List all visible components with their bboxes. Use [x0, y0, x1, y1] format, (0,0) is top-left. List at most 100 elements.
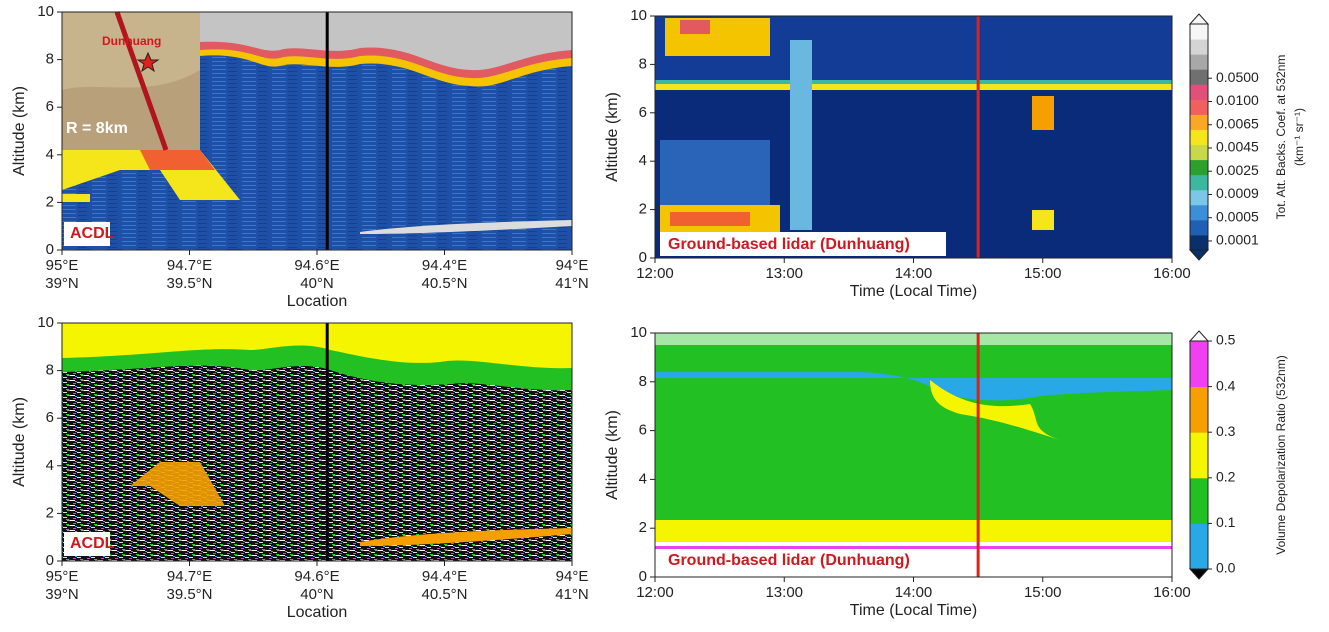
colorbar-tick-label: 0.0	[1216, 560, 1236, 576]
y-tick-label: 4	[46, 146, 54, 163]
y-tick-label: 4	[639, 470, 647, 487]
annotation: Ground-based lidar (Dunhuang)	[668, 236, 910, 253]
colorbar-swatch	[1190, 69, 1208, 85]
y-tick-label: 4	[639, 152, 647, 169]
y-axis-label: Altitude (km)	[11, 397, 28, 487]
x-tick-label: 41°N	[555, 275, 589, 292]
colorbar-swatch	[1190, 144, 1208, 161]
x-tick-label: 15:00	[1024, 265, 1062, 282]
colorbar-tick-label: 0.0500	[1216, 69, 1259, 85]
curtain-image	[655, 333, 1172, 577]
colorbar-frame	[1189, 23, 1209, 251]
colorbar-tick-label: 0.0025	[1216, 162, 1259, 178]
colorbar-swatch	[1190, 523, 1208, 570]
colorbar-swatch	[1190, 54, 1208, 70]
y-axis-label: Altitude (km)	[604, 410, 621, 500]
curtain-image	[62, 11, 572, 250]
y-tick-label: 6	[46, 98, 54, 115]
curtain-image	[655, 16, 1172, 258]
colorbar-swatch	[1190, 84, 1208, 100]
y-tick-label: 2	[46, 193, 54, 210]
colorbar-tick-label: 0.0100	[1216, 92, 1259, 108]
colorbar-tick-label: 0.5	[1216, 332, 1236, 348]
colorbar-end	[1188, 249, 1210, 261]
colorbar-label: (km⁻¹ sr⁻¹)	[1292, 108, 1306, 166]
colorbar-tick-label: 0.3	[1216, 423, 1236, 439]
x-tick-label: 16:00	[1153, 584, 1191, 601]
y-tick-label: 0	[639, 568, 647, 585]
y-tick-label: 6	[639, 422, 647, 439]
colorbar-swatch	[1190, 341, 1208, 388]
x-tick-label: 94.4°E	[422, 257, 467, 274]
y-tick-label: 2	[46, 504, 54, 521]
x-tick-label: 13:00	[765, 584, 803, 601]
annotation: ACDL	[70, 225, 115, 242]
x-tick-label: 94°E	[556, 568, 589, 585]
colorbar-tick-label: 0.0065	[1216, 115, 1259, 131]
x-tick-label: 40.5°N	[421, 586, 467, 603]
x-tick-label: 40°N	[300, 275, 334, 292]
x-tick-label: 95°E	[46, 257, 79, 274]
colorbar-tick-label: 0.1	[1216, 514, 1236, 530]
y-tick-label: 2	[639, 201, 647, 218]
x-tick-label: 94.6°E	[294, 257, 339, 274]
y-tick-label: 10	[630, 7, 647, 24]
x-axis-label: Time (Local Time)	[850, 602, 977, 619]
curtain-image	[62, 323, 572, 561]
colorbar-swatch	[1190, 174, 1208, 191]
colorbar-tick-label: 0.0009	[1216, 185, 1259, 201]
x-axis-label: Time (Local Time)	[850, 283, 977, 300]
x-tick-label: 14:00	[895, 584, 933, 601]
x-tick-label: 13:00	[765, 265, 803, 282]
colorbar-end	[1188, 330, 1210, 342]
colorbar-swatch	[1190, 432, 1208, 479]
y-tick-label: 0	[639, 249, 647, 266]
x-tick-label: 41°N	[555, 586, 589, 603]
x-tick-label: 39.5°N	[166, 586, 212, 603]
colorbar-label: Volume Depolarization Ratio (532nm)	[1274, 355, 1288, 554]
y-tick-label: 2	[639, 519, 647, 536]
colorbar-swatch	[1190, 24, 1208, 40]
x-tick-label: 39.5°N	[166, 275, 212, 292]
y-tick-label: 6	[639, 104, 647, 121]
colorbar-swatch	[1190, 39, 1208, 55]
colorbar-end	[1188, 568, 1210, 580]
y-tick-label: 10	[37, 314, 54, 331]
x-tick-label: 94.6°E	[294, 568, 339, 585]
x-tick-label: 94.7°E	[167, 257, 212, 274]
x-axis-label: Location	[287, 293, 348, 310]
y-tick-label: 8	[639, 373, 647, 390]
colorbar-frame	[1189, 340, 1209, 570]
annotation: ACDL	[70, 535, 115, 552]
colorbar-swatch	[1190, 189, 1208, 206]
x-tick-label: 40°N	[300, 586, 334, 603]
colorbar-swatch	[1190, 204, 1208, 221]
colorbar-tick-label: 0.4	[1216, 377, 1236, 393]
colorbar-swatch	[1190, 234, 1208, 251]
y-tick-label: 4	[46, 457, 54, 474]
y-tick-label: 8	[46, 51, 54, 68]
x-tick-label: 40.5°N	[421, 275, 467, 292]
y-tick-label: 10	[37, 3, 54, 20]
colorbar-tick-label: 0.0005	[1216, 208, 1259, 224]
x-axis-label: Location	[287, 604, 348, 621]
colorbar-swatch	[1190, 477, 1208, 524]
colorbar-tick-label: 0.0001	[1216, 232, 1259, 248]
annotation: R = 8km	[66, 120, 128, 137]
colorbar-swatch	[1190, 129, 1208, 146]
x-tick-label: 39°N	[45, 275, 79, 292]
y-tick-label: 0	[46, 552, 54, 569]
annotation: Dunhuang	[102, 34, 161, 48]
y-tick-label: 8	[46, 362, 54, 379]
colorbar-tick-label: 0.0045	[1216, 139, 1259, 155]
colorbar-end	[1188, 13, 1210, 25]
colorbar-swatch	[1190, 219, 1208, 236]
y-tick-label: 6	[46, 409, 54, 426]
colorbar-swatch	[1190, 99, 1208, 115]
x-tick-label: 16:00	[1153, 265, 1191, 282]
colorbar-swatch	[1190, 114, 1208, 130]
x-tick-label: 94°E	[556, 257, 589, 274]
y-tick-label: 0	[46, 241, 54, 258]
colorbar-label: Tot. Att. Backs. Coef. at 532nm	[1274, 55, 1288, 220]
